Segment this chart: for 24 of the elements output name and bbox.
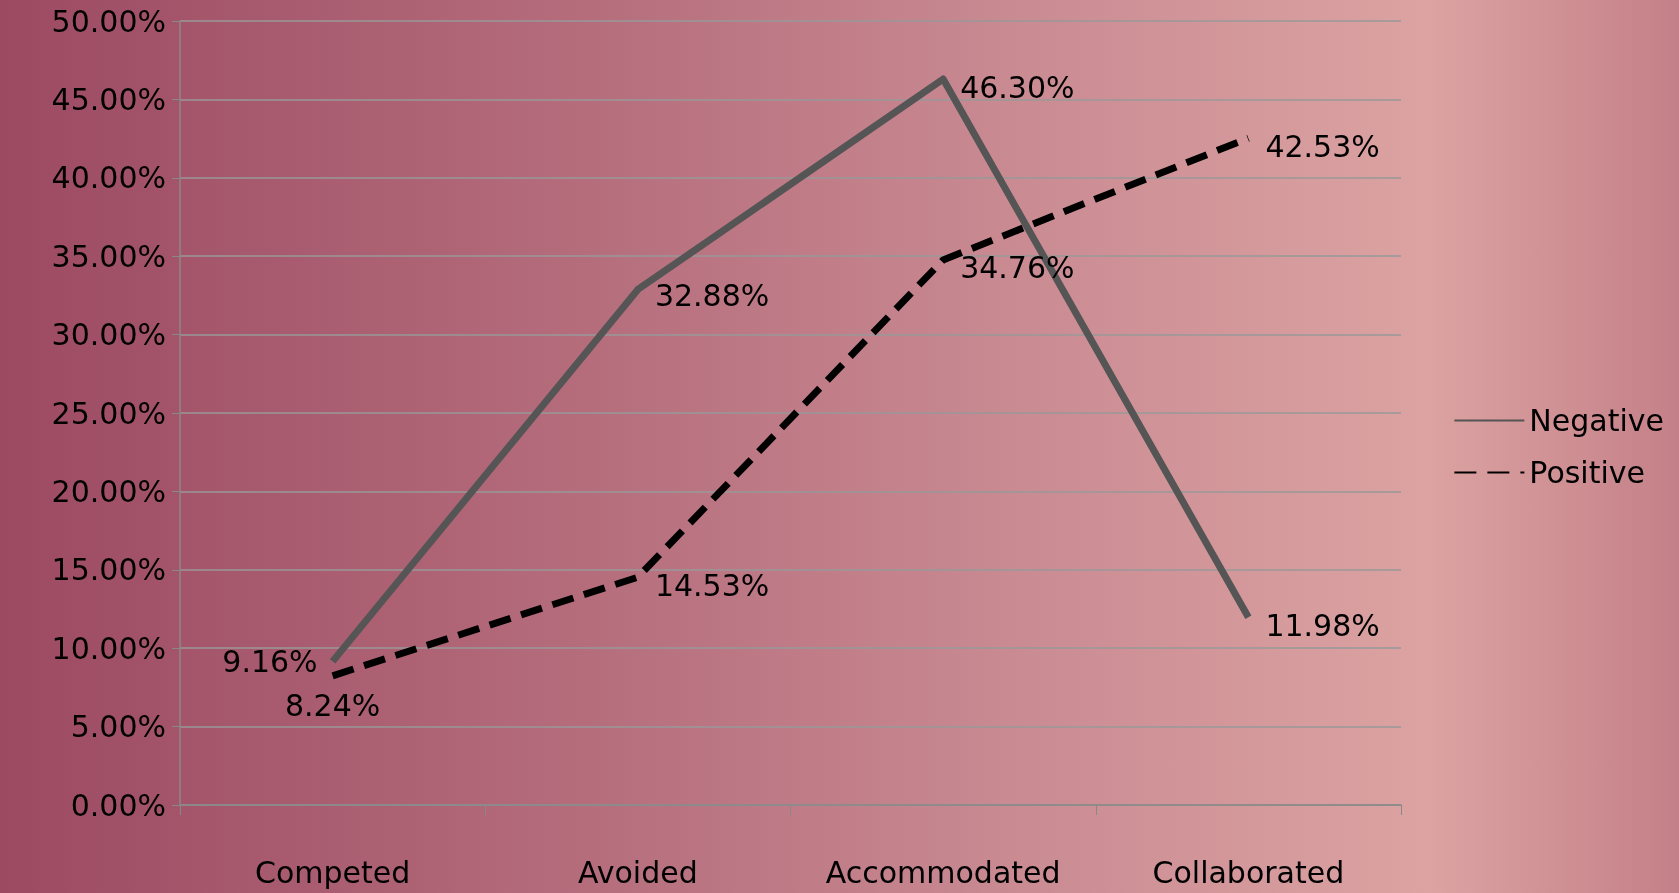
x-tick-label: Avoided bbox=[577, 854, 698, 890]
y-tick-label: 40.00% bbox=[51, 160, 166, 196]
data-label: 8.24% bbox=[284, 688, 381, 724]
x-tick-label: Collaborated bbox=[1152, 854, 1345, 890]
data-label: 9.16% bbox=[222, 643, 318, 679]
data-label: 46.30% bbox=[960, 69, 1075, 105]
y-tick-label: 15.00% bbox=[51, 552, 166, 588]
y-tick-label: 25.00% bbox=[51, 395, 166, 431]
y-tick-label: 50.00% bbox=[51, 3, 166, 39]
y-tick-label: 35.00% bbox=[51, 238, 166, 274]
legend-label: Negative bbox=[1529, 403, 1665, 438]
y-tick-label: 45.00% bbox=[51, 81, 166, 117]
y-tick-label: 0.00% bbox=[70, 787, 166, 823]
legend-label: Positive bbox=[1529, 455, 1646, 490]
x-tick-label: Accommodated bbox=[825, 854, 1061, 890]
x-tick-label: Competed bbox=[254, 854, 411, 890]
data-label: 11.98% bbox=[1265, 607, 1380, 643]
data-label: 32.88% bbox=[654, 277, 770, 313]
data-label: 42.53% bbox=[1265, 128, 1380, 164]
data-label: 14.53% bbox=[654, 567, 770, 603]
y-tick-label: 10.00% bbox=[51, 630, 166, 666]
y-tick-label: 20.00% bbox=[51, 473, 166, 509]
y-tick-label: 30.00% bbox=[51, 317, 166, 353]
y-tick-label: 5.00% bbox=[70, 709, 166, 745]
